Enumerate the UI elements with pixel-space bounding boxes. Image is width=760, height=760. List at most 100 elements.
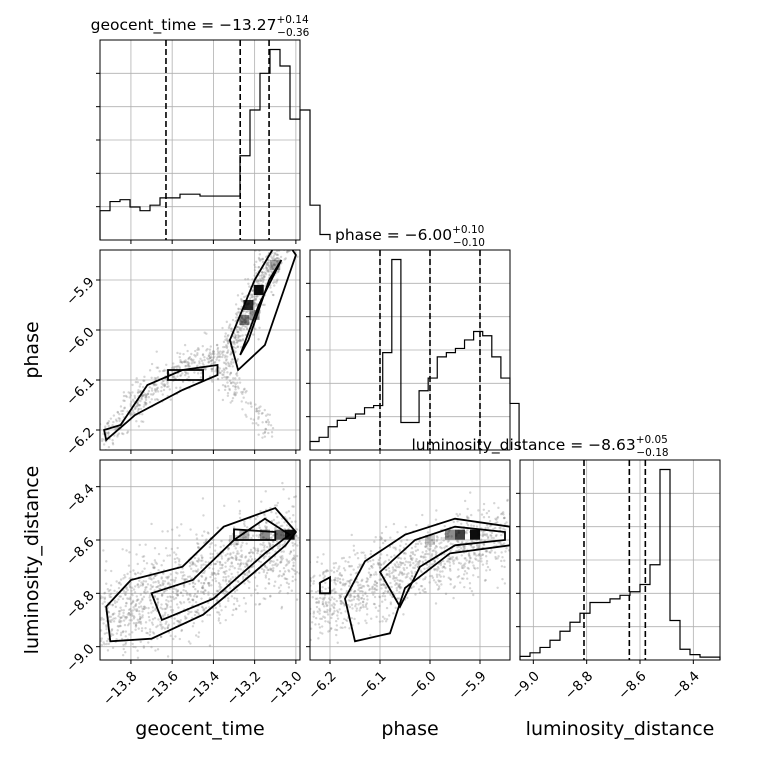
panel-geocent_time-vs-geocent_time [96, 241, 301, 454]
sample-point [195, 610, 198, 614]
sample-point [399, 557, 403, 560]
sample-point [445, 560, 449, 563]
hist-bar [120, 200, 130, 240]
sample-point [197, 542, 200, 546]
sample-point [206, 601, 210, 605]
sample-point [279, 246, 281, 248]
sample-point [397, 585, 400, 589]
sample-point [316, 560, 319, 564]
sample-point [214, 562, 217, 566]
sample-point [220, 539, 223, 543]
sample-point [333, 578, 336, 582]
sample-point [266, 418, 270, 422]
sample-point [139, 389, 143, 393]
sample-point [384, 620, 388, 623]
sample-point [171, 610, 174, 614]
sample-point [182, 571, 185, 574]
sample-point [254, 403, 257, 406]
sample-point [257, 410, 260, 413]
sample-point [180, 602, 183, 605]
sample-point [340, 600, 344, 604]
sample-point [503, 516, 506, 520]
sample-point [274, 550, 277, 553]
sample-point [261, 271, 264, 274]
sample-point [142, 646, 146, 649]
sample-point [364, 603, 368, 607]
sample-point [477, 559, 480, 563]
sample-point [135, 609, 139, 613]
sample-point [338, 596, 341, 600]
sample-point [204, 539, 208, 543]
sample-point [204, 576, 208, 580]
sample-point [131, 383, 134, 387]
sample-point [348, 595, 352, 599]
sample-point [374, 606, 378, 609]
sample-point [163, 627, 167, 630]
sample-point [272, 566, 275, 570]
sample-point [449, 577, 452, 581]
sample-point [289, 550, 293, 554]
scatter-cloud [100, 481, 300, 660]
sample-point [140, 627, 144, 630]
sample-point [334, 583, 338, 586]
sample-point [359, 602, 362, 605]
sample-point [227, 548, 230, 551]
axes-frame [99, 249, 301, 451]
sample-point [404, 525, 407, 529]
sample-point [271, 564, 274, 567]
sample-point [272, 540, 275, 544]
sample-point [467, 561, 471, 564]
sample-point [388, 575, 392, 579]
sample-point [163, 383, 167, 387]
sample-point [398, 590, 401, 594]
sample-point [398, 548, 401, 552]
sample-point [463, 562, 467, 565]
sample-point [406, 575, 409, 578]
sample-point [152, 566, 156, 569]
sample-point [271, 570, 275, 573]
sample-point [436, 588, 440, 591]
sample-point [378, 556, 382, 560]
sample-point [235, 543, 239, 546]
sample-point [448, 557, 452, 560]
sample-point [330, 627, 333, 630]
sample-point [122, 630, 125, 633]
sample-point [189, 358, 193, 361]
sample-point [258, 277, 262, 280]
sample-point [142, 555, 146, 558]
sample-point [442, 565, 446, 569]
sample-point [178, 637, 182, 641]
sample-point [203, 609, 206, 612]
sample-point [281, 481, 284, 485]
sample-point [207, 361, 210, 364]
sample-point [366, 578, 370, 581]
sample-point [140, 629, 144, 633]
sample-point [230, 358, 234, 361]
sample-point [269, 567, 272, 570]
sample-point [249, 548, 253, 552]
sample-point [225, 590, 228, 594]
sample-point [292, 561, 295, 564]
sample-point [138, 385, 141, 388]
sample-point [106, 649, 110, 652]
sample-point [119, 616, 123, 620]
sample-point [385, 568, 388, 572]
sample-point [121, 630, 125, 634]
sample-point [435, 539, 438, 543]
sample-point [130, 601, 134, 605]
hist-bar [328, 427, 337, 450]
sample-point [447, 530, 451, 533]
y-tick-label: −5.9 [63, 274, 97, 308]
sample-point [378, 566, 382, 569]
sample-point [169, 634, 172, 638]
sample-point [162, 559, 165, 562]
sample-point [339, 599, 342, 603]
panel-geocent_time-vs-geocent_time [96, 459, 301, 664]
sample-point [243, 325, 247, 328]
sample-point [285, 241, 287, 243]
sample-point [368, 588, 371, 592]
sample-point [129, 570, 132, 574]
sample-point [160, 389, 163, 393]
sample-point [282, 244, 284, 246]
sample-point [418, 560, 421, 563]
